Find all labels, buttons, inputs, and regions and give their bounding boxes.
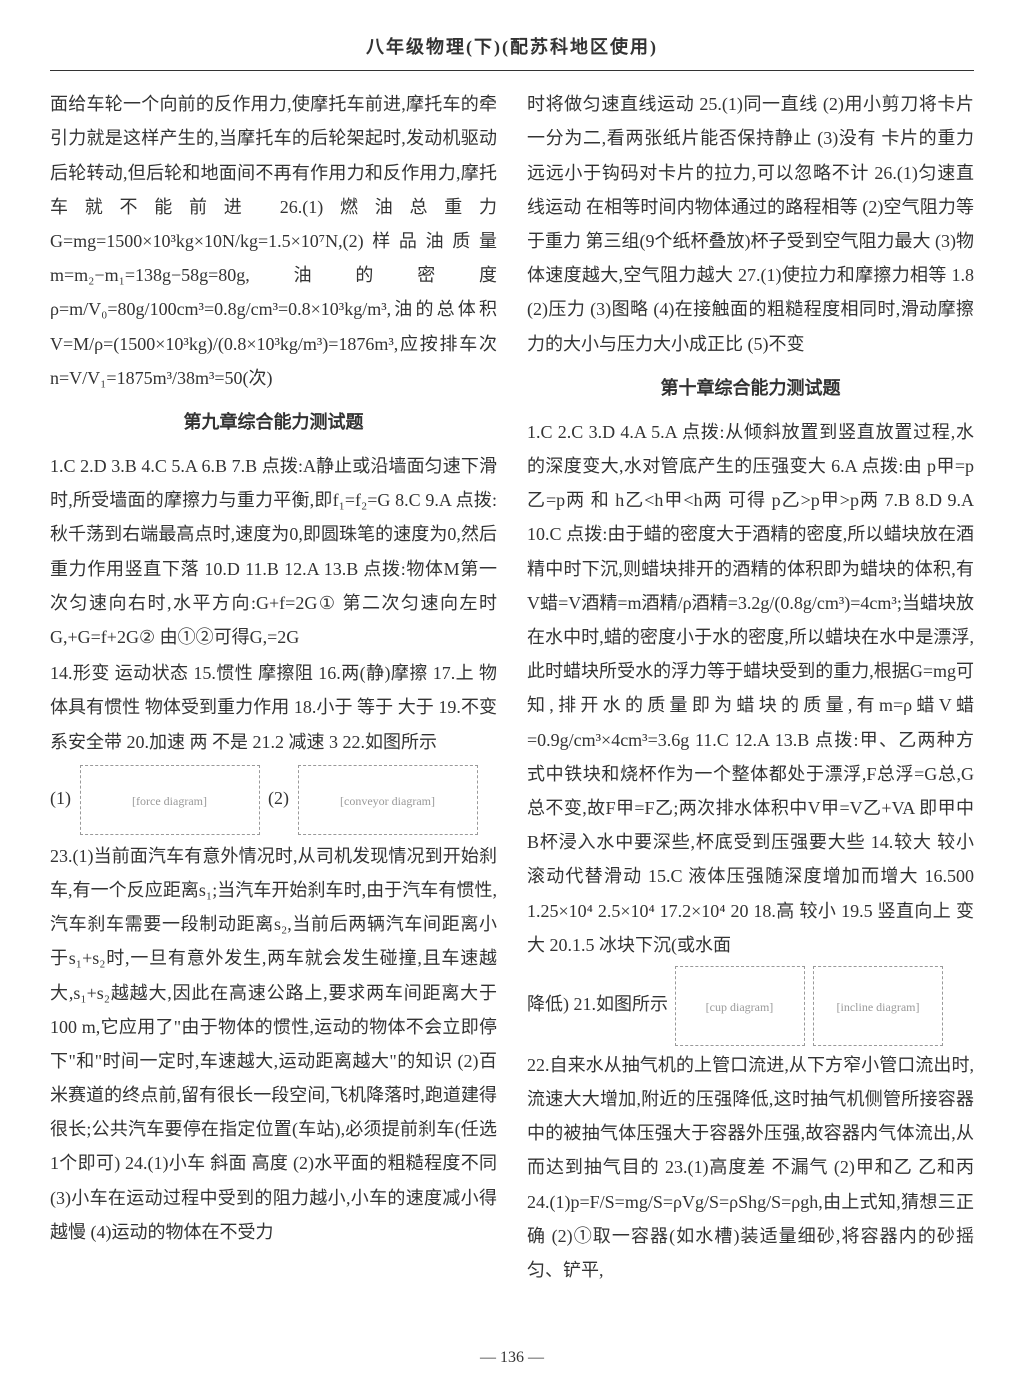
figure-1-diagram: [force diagram] xyxy=(80,765,260,835)
right-para-4: 22.自来水从抽气机的上管口流进,从下方窄小管口流出时,流速大大增加,附近的压强… xyxy=(527,1048,974,1287)
fig2-label: (2) xyxy=(268,788,289,808)
fig1-label: (1) xyxy=(50,788,71,808)
left-para-4: 23.(1)当前面汽车有意外情况时,从司机发现情况到开始刹车,有一个反应距离s₁… xyxy=(50,839,497,1249)
left-para-2: 1.C 2.D 3.B 4.C 5.A 6.B 7.B 点拨:A静止或沿墙面匀速… xyxy=(50,449,497,654)
figure-row-right: 降低) 21.如图所示 [cup diagram] [incline diagr… xyxy=(527,964,974,1048)
right-para-1: 时将做匀速直线运动 25.(1)同一直线 (2)用小剪刀将卡片一分为二,看两张纸… xyxy=(527,87,974,361)
page-number: — 136 — xyxy=(480,1343,544,1373)
right-para-3: 降低) 21.如图所示 xyxy=(527,994,668,1014)
left-column: 面给车轮一个向前的反作用力,使摩托车前进,摩托车的牵引力就是这样产生的,当摩托车… xyxy=(50,87,497,1289)
figure-2-diagram: [conveyor diagram] xyxy=(298,765,478,835)
figure-row-left: (1) [force diagram] (2) [conveyor diagra… xyxy=(50,761,497,839)
right-section-title: 第十章综合能力测试题 xyxy=(527,371,974,405)
figure-4-diagram: [incline diagram] xyxy=(813,966,943,1046)
content-container: 面给车轮一个向前的反作用力,使摩托车前进,摩托车的牵引力就是这样产生的,当摩托车… xyxy=(50,87,974,1289)
left-para-3: 14.形变 运动状态 15.惯性 摩擦阻 16.两(静)摩擦 17.上 物体具有… xyxy=(50,656,497,759)
page-header: 八年级物理(下)(配苏科地区使用) xyxy=(50,30,974,71)
left-para-1: 面给车轮一个向前的反作用力,使摩托车前进,摩托车的牵引力就是这样产生的,当摩托车… xyxy=(50,87,497,395)
figure-3-diagram: [cup diagram] xyxy=(675,966,805,1046)
right-column: 时将做匀速直线运动 25.(1)同一直线 (2)用小剪刀将卡片一分为二,看两张纸… xyxy=(527,87,974,1289)
left-section-title: 第九章综合能力测试题 xyxy=(50,405,497,439)
right-para-2: 1.C 2.C 3.D 4.A 5.A 点拨:从倾斜放置到竖直放置过程,水的深度… xyxy=(527,415,974,962)
